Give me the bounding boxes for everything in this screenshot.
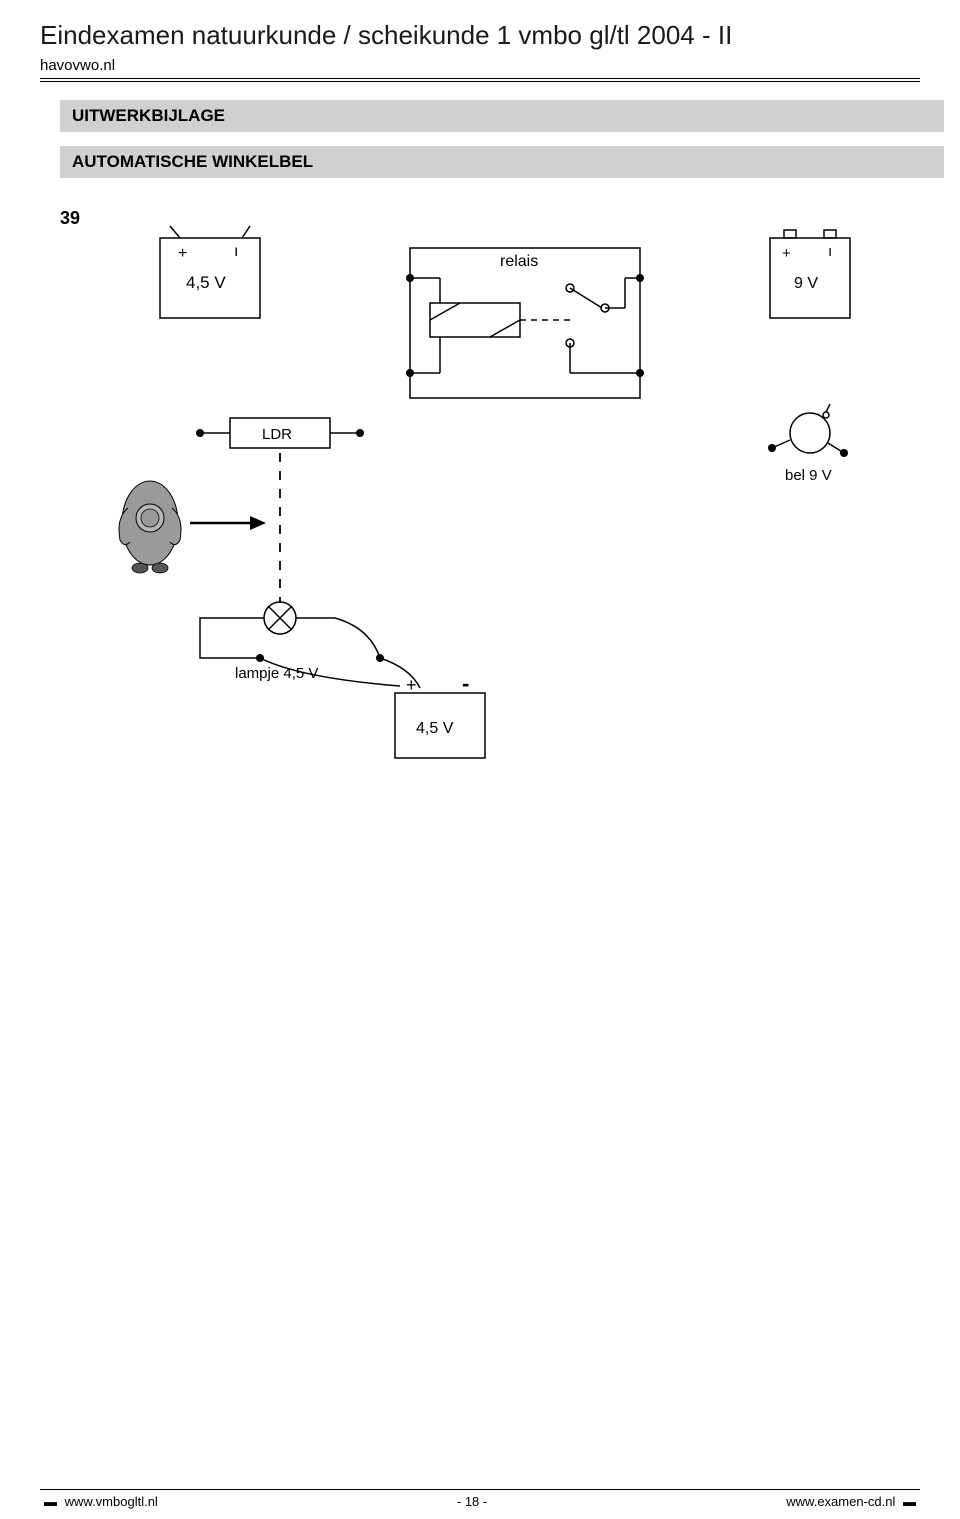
footer-right: www.examen-cd.nl <box>786 1494 895 1509</box>
plus-label: + <box>406 675 417 695</box>
lamp-label: lampje 4,5 V <box>235 665 318 682</box>
battery1-label: 4,5 V <box>186 273 226 292</box>
site-label: havovwo.nl <box>40 57 920 74</box>
footer-center: - 18 - <box>457 1494 487 1509</box>
circuit-diagram: + ı 4,5 V relais <box>100 208 920 768</box>
ldr: LDR <box>196 418 364 448</box>
plus-label: + <box>782 245 791 262</box>
divider <box>40 78 920 79</box>
minus-label: ı <box>234 243 238 260</box>
minus-label: - <box>462 671 469 696</box>
relay-label: relais <box>500 253 538 270</box>
plus-label: + <box>178 245 187 262</box>
bell-label: bel 9 V <box>785 467 832 484</box>
ldr-label: LDR <box>262 426 292 443</box>
minus-label: ı <box>828 243 832 260</box>
footer-left: www.vmbogltl.nl <box>65 1494 158 1509</box>
bell: bel 9 V <box>768 404 848 484</box>
battery-1: + ı 4,5 V <box>160 226 260 318</box>
section-bar-uitwerkbijlage: UITWERKBIJLAGE <box>60 100 944 132</box>
dash: ▬ <box>40 1494 61 1509</box>
battery-2: + ı 9 V <box>770 230 850 318</box>
divider <box>40 81 920 82</box>
footer: ▬ www.vmbogltl.nl - 18 - www.examen-cd.n… <box>40 1489 920 1509</box>
question-number: 39 <box>60 208 80 229</box>
arrow-icon <box>190 516 266 530</box>
section-bar-winkelbel: AUTOMATISCHE WINKELBEL <box>60 146 944 178</box>
battery3-label: 4,5 V <box>416 720 454 737</box>
person-icon <box>119 481 181 573</box>
battery-3: + - 4,5 V <box>395 671 485 758</box>
battery2-label: 9 V <box>794 275 818 292</box>
dash: ▬ <box>899 1494 920 1509</box>
relay: relais <box>406 248 644 398</box>
lamp <box>264 602 296 634</box>
page-title: Eindexamen natuurkunde / scheikunde 1 vm… <box>40 20 920 51</box>
